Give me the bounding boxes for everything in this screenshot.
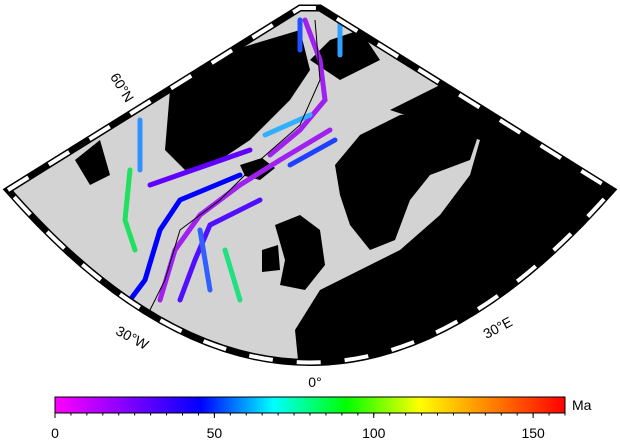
colorbar-tick-label: 100 [362, 425, 386, 440]
map-frame [2, 4, 618, 366]
ridge-axis [149, 19, 321, 311]
colorbar [54, 396, 566, 414]
colorbar-ticks: 0 50 100 150 [51, 413, 566, 440]
colorbar-label: Ma [572, 397, 592, 413]
isochrons [122, 17, 343, 303]
graticule-label: 0° [308, 374, 321, 390]
graticule-label: 60°N [107, 70, 137, 105]
graticule-label: 30°W [113, 322, 152, 353]
colorbar-tick-label: 150 [521, 425, 545, 440]
graticule-label: 30°E [480, 313, 514, 341]
colorbar-tick-label: 0 [51, 425, 59, 440]
colorbar-tick-label: 50 [207, 425, 223, 440]
